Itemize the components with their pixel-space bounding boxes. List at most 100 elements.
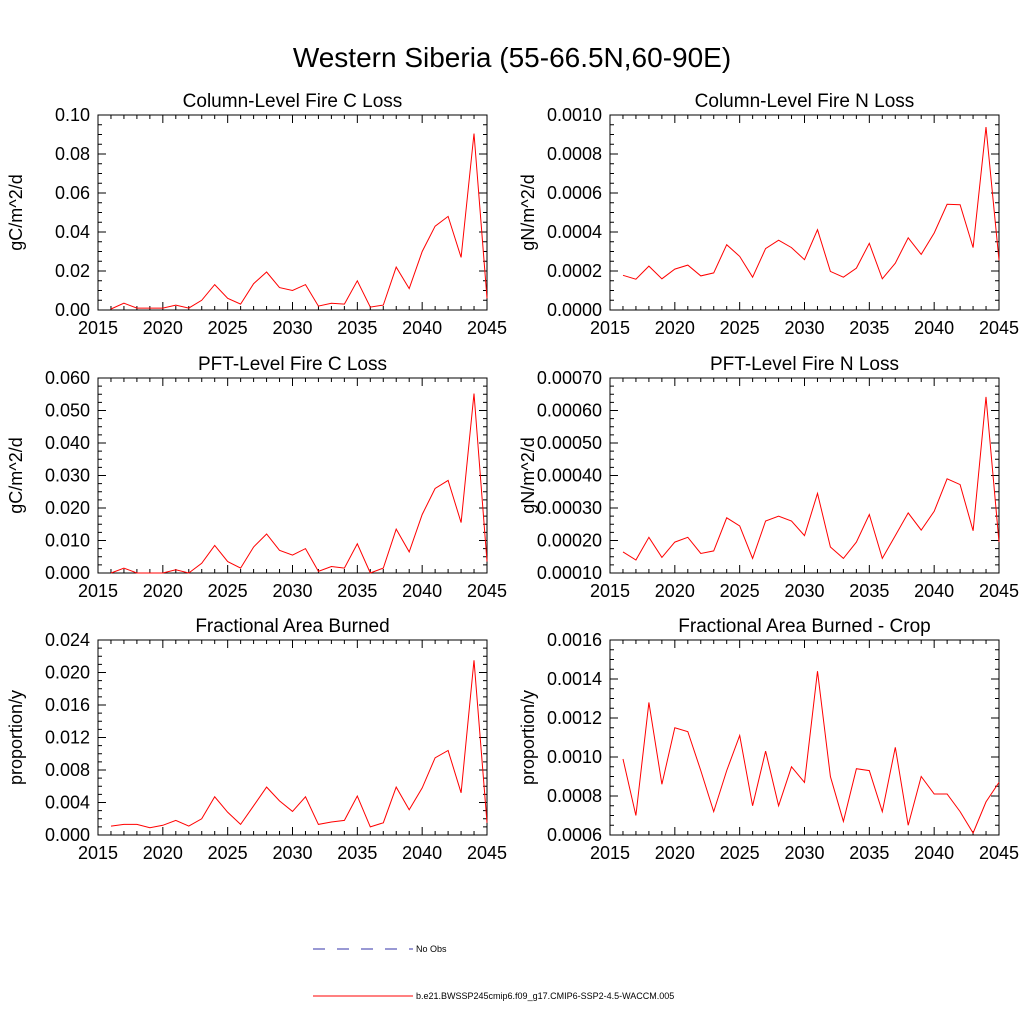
x-tick-label: 2030	[272, 843, 312, 863]
x-tick-label: 2035	[337, 318, 377, 338]
x-tick-label: 2025	[208, 843, 248, 863]
legend: No Obs b.e21.BWSSP245cmip6.f09_g17.CMIP6…	[313, 944, 674, 1001]
y-tick-label: 0.06	[55, 183, 90, 203]
x-tick-label: 2040	[402, 318, 442, 338]
x-tick-label: 2040	[402, 581, 442, 601]
y-tick-label: 0.00050	[537, 433, 602, 453]
x-tick-label: 2040	[402, 843, 442, 863]
x-tick-label: 2040	[914, 318, 954, 338]
x-tick-label: 2025	[208, 581, 248, 601]
x-tick-label: 2015	[78, 318, 118, 338]
y-tick-label: 0.016	[45, 695, 90, 715]
x-tick-label: 2020	[655, 581, 695, 601]
y-tick-label: 0.0014	[547, 669, 602, 689]
x-tick-label: 2020	[655, 843, 695, 863]
x-tick-label: 2030	[272, 318, 312, 338]
x-tick-label: 2035	[337, 843, 377, 863]
y-tick-label: 0.0004	[547, 222, 602, 242]
y-tick-label: 0.012	[45, 728, 90, 748]
y-tick-label: 0.0008	[547, 786, 602, 806]
x-tick-label: 2015	[78, 581, 118, 601]
series-line	[622, 671, 1000, 835]
x-tick-label: 2045	[467, 318, 507, 338]
y-tick-label: 0.0010	[547, 105, 602, 125]
y-tick-label: 0.000	[45, 563, 90, 583]
y-tick-label: 0.000	[45, 825, 90, 845]
series-line	[622, 396, 1000, 561]
panel-title: Column-Level Fire N Loss	[695, 91, 915, 112]
panel-title: Column-Level Fire C Loss	[183, 91, 403, 112]
plot-frame	[609, 639, 1000, 836]
x-tick-label: 2030	[272, 581, 312, 601]
y-axis-label: gN/m^2/d	[518, 437, 538, 513]
y-tick-label: 0.00040	[537, 466, 602, 486]
y-tick-label: 0.04	[55, 222, 90, 242]
panel-1: Column-Level Fire C Loss gC/m^2/d 2015 2020…	[6, 91, 507, 338]
y-tick-label: 0.0000	[547, 300, 602, 320]
series-line	[110, 393, 488, 574]
panel-6: Fractional Area Burned - Crop proportion/…	[518, 616, 1019, 863]
series-line	[110, 133, 488, 310]
panel-title: Fractional Area Burned	[195, 616, 389, 637]
y-tick-label: 0.0006	[547, 183, 602, 203]
plot-frame	[609, 377, 1000, 574]
x-tick-label: 2030	[784, 581, 824, 601]
x-tick-label: 2025	[720, 318, 760, 338]
y-tick-label: 0.0008	[547, 144, 602, 164]
y-tick-label: 0.00030	[537, 498, 602, 518]
panel-5: Fractional Area Burned proportion/y 2015 20…	[6, 616, 507, 863]
y-tick-label: 0.040	[45, 433, 90, 453]
y-tick-label: 0.030	[45, 466, 90, 486]
y-tick-label: 0.024	[45, 630, 90, 650]
y-tick-label: 0.010	[45, 531, 90, 551]
plot-frame	[97, 377, 488, 574]
y-tick-label: 0.0002	[547, 261, 602, 281]
x-tick-label: 2015	[590, 318, 630, 338]
y-axis-label: proportion/y	[6, 690, 26, 785]
x-tick-label: 2035	[849, 581, 889, 601]
x-tick-label: 2045	[467, 843, 507, 863]
x-tick-label: 2025	[720, 843, 760, 863]
x-tick-label: 2045	[979, 581, 1019, 601]
panel-title: PFT-Level Fire N Loss	[710, 354, 899, 375]
x-tick-label: 2025	[208, 318, 248, 338]
x-tick-label: 2045	[467, 581, 507, 601]
y-tick-label: 0.004	[45, 793, 90, 813]
x-tick-label: 2020	[655, 318, 695, 338]
x-tick-label: 2020	[143, 581, 183, 601]
y-tick-label: 0.00	[55, 300, 90, 320]
x-tick-label: 2040	[914, 843, 954, 863]
x-tick-label: 2020	[143, 318, 183, 338]
x-tick-label: 2035	[849, 318, 889, 338]
y-tick-label: 0.020	[45, 498, 90, 518]
y-axis-label: gC/m^2/d	[6, 437, 26, 513]
x-tick-label: 2045	[979, 843, 1019, 863]
series-line	[622, 127, 1000, 280]
y-axis-label: proportion/y	[518, 690, 538, 785]
x-tick-label: 2015	[590, 581, 630, 601]
series-line	[110, 660, 488, 829]
y-tick-label: 0.10	[55, 105, 90, 125]
panel-title: Fractional Area Burned - Crop	[678, 616, 930, 637]
x-tick-label: 2040	[914, 581, 954, 601]
x-tick-label: 2030	[784, 318, 824, 338]
y-axis-label: gC/m^2/d	[6, 174, 26, 250]
plot-frame	[609, 114, 1000, 311]
panel-3: PFT-Level Fire C Loss gC/m^2/d 2015 2020 202…	[6, 354, 507, 601]
y-tick-label: 0.050	[45, 401, 90, 421]
x-tick-label: 2035	[337, 581, 377, 601]
x-tick-label: 2025	[720, 581, 760, 601]
panel-title: PFT-Level Fire C Loss	[198, 354, 387, 375]
x-tick-label: 2035	[849, 843, 889, 863]
plot-frame	[97, 114, 488, 311]
legend-obs-label: No Obs	[416, 944, 447, 954]
y-tick-label: 0.00060	[537, 401, 602, 421]
y-tick-label: 0.060	[45, 368, 90, 388]
y-tick-label: 0.00070	[537, 368, 602, 388]
y-tick-label: 0.008	[45, 760, 90, 780]
y-tick-label: 0.0006	[547, 825, 602, 845]
legend-model-label: b.e21.BWSSP245cmip6.f09_g17.CMIP6-SSP2-4…	[416, 991, 674, 1001]
plot-frame	[97, 639, 488, 836]
y-tick-label: 0.020	[45, 663, 90, 683]
